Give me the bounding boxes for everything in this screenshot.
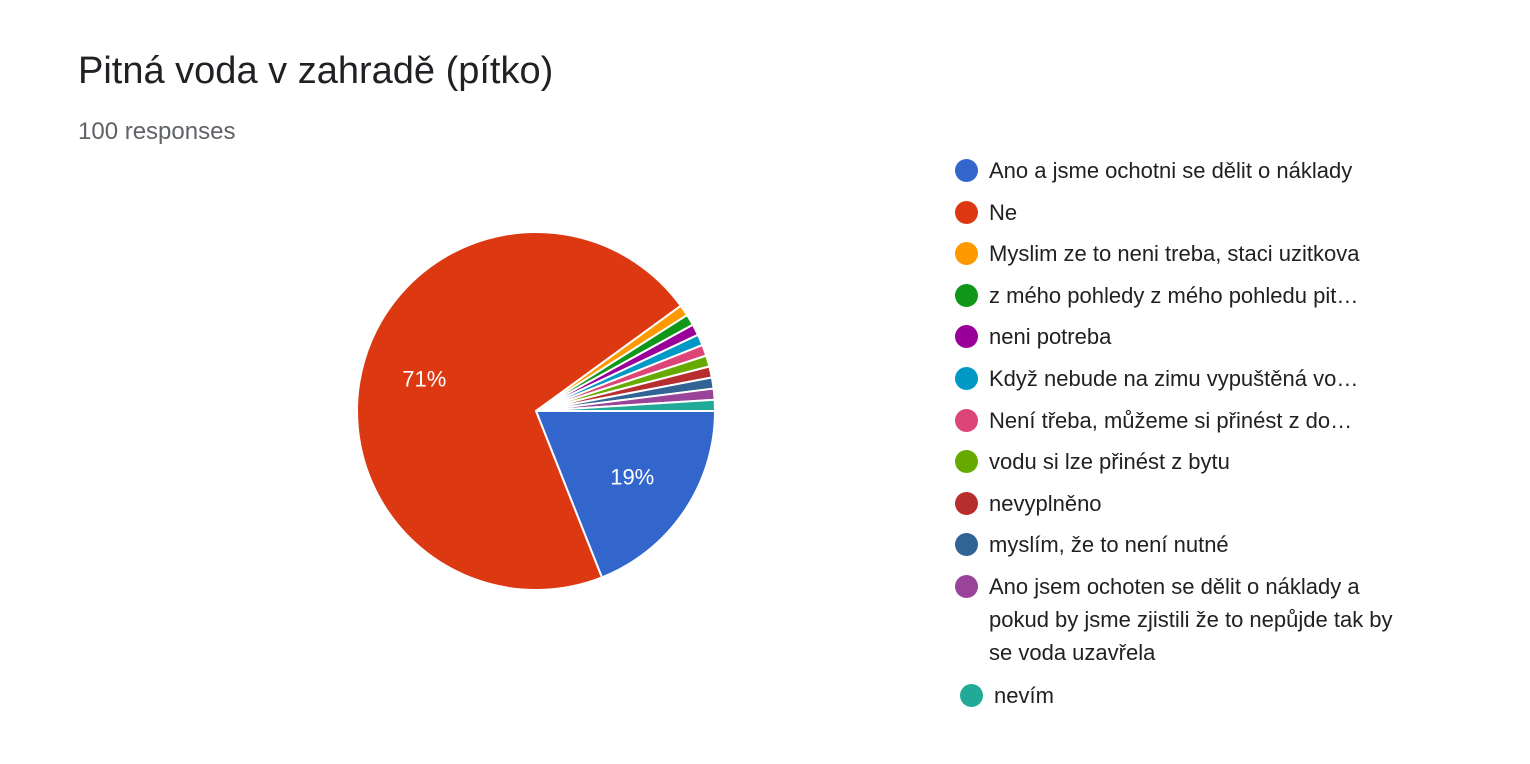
legend-label-3: z mého pohledy z mého pohledu pit…: [989, 282, 1359, 308]
legend-label-6: Není třeba, můžeme si přinést z do…: [989, 407, 1353, 433]
chart-title: Pitná voda v zahradě (pítko): [78, 50, 554, 92]
legend-swatch-1: [955, 200, 978, 224]
legend-item[interactable]: myslím, že to není nutné: [955, 528, 1405, 561]
legend-item[interactable]: Když nebude na zimu vypuštěná vo…: [955, 362, 1405, 395]
legend-swatch-8: [955, 491, 978, 515]
legend-label-9: myslím, že to není nutné: [989, 532, 1229, 558]
legend-label-5: Když nebude na zimu vypuštěná vo…: [989, 365, 1359, 391]
legend-label-1: Ne: [989, 199, 1018, 225]
legend-item[interactable]: Ano a jsme ochotni se dělit o náklady: [955, 154, 1405, 187]
pie-data-label-1: 71%: [402, 367, 446, 392]
pie-slice-11[interactable]: [535, 398, 717, 412]
legend-item[interactable]: nevím: [960, 679, 1405, 712]
legend-label-2: Myslim ze to neni treba, staci uzitkova: [989, 241, 1360, 267]
legend-label-10: Ano jsem ochoten se dělit o náklady a po…: [989, 573, 1393, 665]
legend-swatch-7: [955, 450, 978, 474]
legend-item[interactable]: vodu si lze přinést z bytu: [955, 445, 1405, 478]
legend-swatch-4: [955, 325, 978, 349]
response-count: 100 responses: [78, 118, 236, 145]
pie-data-label-0: 19%: [610, 464, 654, 489]
legend-swatch-11: [960, 683, 983, 707]
legend-item[interactable]: nevyplněno: [955, 487, 1405, 520]
legend-swatch-3: [955, 283, 978, 307]
legend-item[interactable]: Ne: [955, 196, 1405, 229]
legend-label-4: neni potreba: [989, 324, 1112, 350]
legend-item[interactable]: Ano jsem ochoten se dělit o náklady a po…: [955, 570, 1405, 669]
legend-swatch-5: [955, 366, 978, 390]
legend-swatch-0: [955, 159, 978, 182]
legend-item[interactable]: Není třeba, můžeme si přinést z do…: [955, 404, 1405, 437]
legend-label-8: nevyplněno: [989, 490, 1102, 516]
legend-label-0: Ano a jsme ochotni se dělit o náklady: [989, 158, 1353, 183]
legend-swatch-6: [955, 408, 978, 432]
pie-slice-0[interactable]: [534, 410, 717, 579]
chart-legend: Ano a jsme ochotni se dělit o náklady Ne…: [955, 154, 1405, 721]
legend-swatch-10: [955, 574, 978, 598]
legend-item[interactable]: neni potreba: [955, 320, 1405, 353]
legend-label-11: nevím: [994, 682, 1054, 708]
legend-label-7: vodu si lze přinést z bytu: [989, 449, 1230, 475]
pie-slice-1[interactable]: [356, 231, 683, 591]
legend-item[interactable]: Myslim ze to neni treba, staci uzitkova: [955, 237, 1405, 270]
legend-swatch-9: [955, 533, 978, 557]
legend-swatch-2: [955, 242, 978, 266]
legend-item[interactable]: z mého pohledy z mého pohledu pit…: [955, 279, 1405, 312]
